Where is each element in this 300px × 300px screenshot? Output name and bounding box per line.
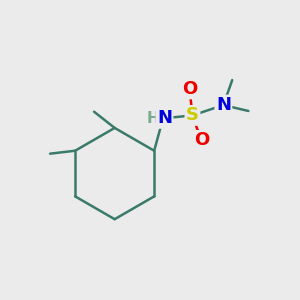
Text: N: N [216, 96, 231, 114]
Text: O: O [182, 80, 197, 98]
Text: O: O [194, 131, 209, 149]
Text: S: S [186, 106, 199, 124]
Text: N: N [157, 109, 172, 127]
Text: H: H [146, 111, 159, 126]
